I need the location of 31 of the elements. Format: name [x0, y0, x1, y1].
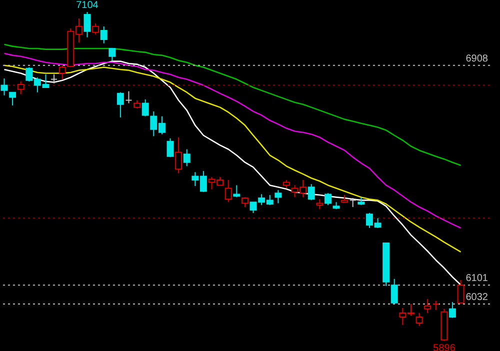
candlestick [274, 190, 282, 204]
candlestick [416, 312, 423, 327]
candlestick [224, 180, 232, 203]
ref-line-label: 6032 [466, 292, 488, 303]
candlestick [241, 196, 248, 208]
candlestick [17, 80, 24, 95]
candlestick [92, 22, 100, 35]
ref-line-label: 6101 [466, 273, 488, 284]
candlestick [448, 302, 456, 318]
candlestick [316, 198, 324, 210]
candlestick [183, 148, 190, 167]
candlestick [390, 278, 398, 304]
candlestick [166, 138, 174, 158]
candlestick [58, 64, 66, 80]
ref-line-label: 6908 [466, 53, 488, 64]
candlestick [100, 26, 108, 44]
candlestick [142, 98, 149, 117]
annotation: 7104 [76, 0, 99, 11]
candlestick [9, 92, 16, 106]
candlestick [0, 78, 8, 96]
candlestick [308, 184, 315, 201]
candlestick [457, 279, 464, 304]
annotation: 5896 [433, 343, 456, 351]
candlestick [233, 184, 240, 198]
candlestick [108, 48, 116, 61]
candlestick [324, 192, 332, 206]
candlestick [424, 298, 432, 314]
candlestick [84, 12, 91, 38]
candlestick [175, 136, 182, 174]
candlestick [116, 92, 124, 118]
candlestick [125, 90, 132, 104]
